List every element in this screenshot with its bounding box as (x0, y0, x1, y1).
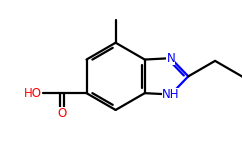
Text: NH: NH (162, 88, 180, 101)
Text: O: O (58, 107, 67, 120)
Text: N: N (166, 52, 175, 65)
Text: HO: HO (24, 87, 42, 100)
